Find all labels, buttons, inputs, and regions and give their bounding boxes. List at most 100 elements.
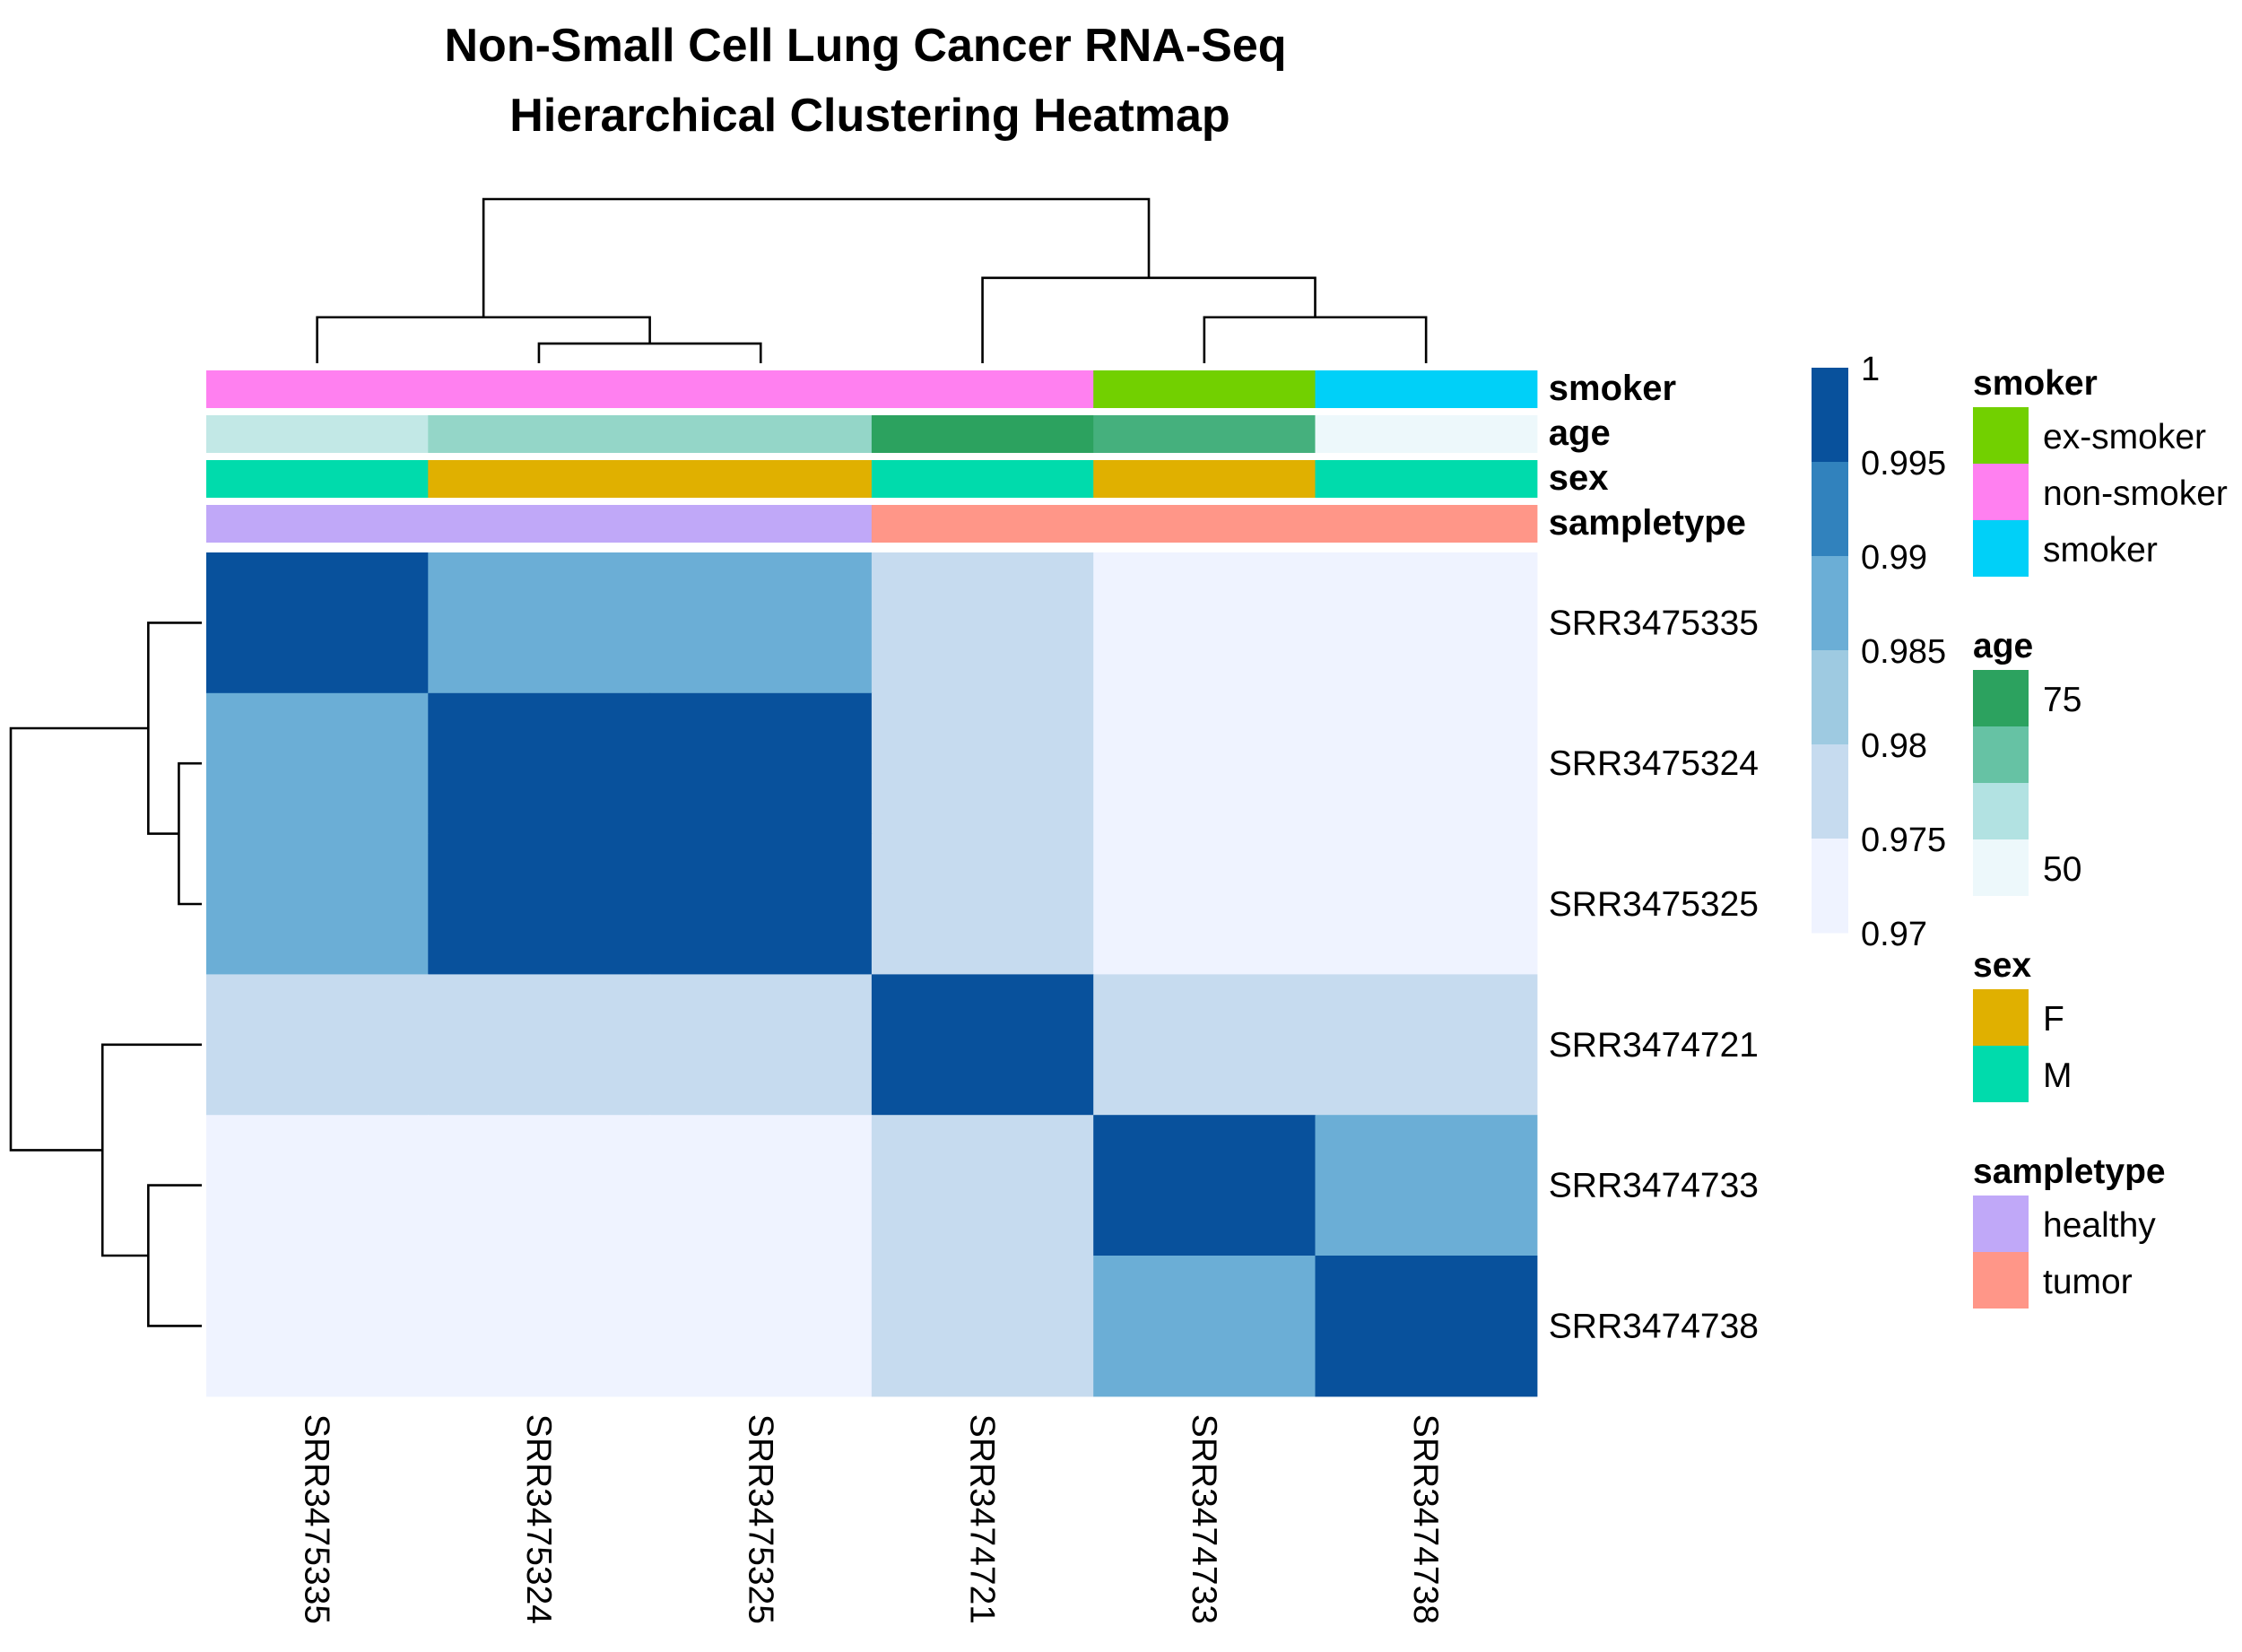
annotation-sex-cell-srr3474733 [1093,460,1317,498]
annotation-smoker-cell-srr3475325 [649,370,873,408]
legend-title-sex: sex [1973,946,2031,985]
row-dendrogram-branch-3 [147,1184,202,1327]
column-label-srr3475325: SRR3475325 [741,1414,779,1624]
color-scale-label-0-97: 0.97 [1861,916,1927,953]
color-scale-legend: 1 0.995 0.99 0.985 0.98 0.975 0.97 [1812,351,1946,953]
annotation-label-smoker: smoker [1549,369,1676,408]
legend-age-band-4 [1973,839,2029,896]
row-label-srr3475324: SRR3475324 [1549,744,1759,783]
legend-age-max: 75 [2043,681,2081,719]
annotation-sex-cell-srr3474738 [1315,460,1538,498]
heatmap-cell-srr3474738-srr3475335 [206,1256,429,1397]
color-scale-band-5 [1812,744,1848,839]
color-scale-band-4 [1812,650,1848,745]
annotation-sampletype-cell-srr3475324 [428,505,651,543]
chart-title: Non-Small Cell Lung Cancer RNA-Seq [445,20,1287,72]
column-dendrogram-branch-2 [316,316,651,363]
legend-title-age: age [1973,627,2033,665]
annotation-smoker-cell-srr3474721 [871,370,1094,408]
legend-swatch-smoker [1973,520,2029,577]
column-dendrogram-branch-1 [537,342,762,363]
heatmap-cell-srr3474733-srr3474721 [871,1115,1094,1256]
row-dendrogram-branch-4 [100,1043,202,1257]
heatmap-cell-srr3475324-srr3474733 [1093,692,1317,835]
annotation-sex-cell-srr3474721 [871,460,1094,498]
heatmap-cell-srr3474738-srr3474721 [871,1256,1094,1397]
annotation-label-sampletype: sampletype [1549,503,1746,543]
chart-subtitle: Hierarchical Clustering Heatmap [509,90,1230,142]
heatmap-cell-srr3474738-srr3474738 [1315,1256,1538,1397]
annotation-sampletype-cell-srr3474738 [1315,505,1538,543]
heatmap-cell-srr3474721-srr3474738 [1315,974,1538,1116]
color-scale-label-0-995: 0.995 [1861,445,1946,483]
color-scale-band-2 [1812,462,1848,557]
annotation-age-cell-srr3474721 [871,415,1094,453]
legend-age-band-3 [1973,783,2029,839]
annotation-age-cell-srr3474733 [1093,415,1317,453]
legend-swatch-non-smoker [1973,464,2029,520]
heatmap-cell-srr3474721-srr3475324 [428,974,651,1116]
column-dendrogram-branch-4 [981,276,1317,363]
row-dendrogram-branch-2 [147,622,202,835]
column-label-srr3475324: SRR3475324 [519,1414,558,1624]
heatmap-cell-srr3474733-srr3474738 [1315,1115,1538,1256]
heatmap-cell-srr3475324-srr3475325 [649,692,873,835]
legend-swatch-f [1973,989,2029,1046]
column-dendrogram-branch-3 [1203,316,1428,363]
row-label-srr3475325: SRR3475325 [1549,885,1759,924]
annotation-smoker-cell-srr3474733 [1093,370,1317,408]
annotation-sex-cell-srr3475335 [206,460,429,498]
annotation-sampletype-cell-srr3475335 [206,505,429,543]
annotation-smoker-cell-srr3474738 [1315,370,1538,408]
legend-label-healthy: healthy [2043,1206,2156,1245]
heatmap-cell-srr3474721-srr3475325 [649,974,873,1116]
heatmap-cell-srr3475325-srr3475324 [428,833,651,975]
annotation-label-sex: sex [1549,458,1609,498]
column-dendrogram-branch-5 [482,197,1151,317]
color-scale-band-6 [1812,839,1848,934]
heatmap-cell-srr3474738-srr3475324 [428,1256,651,1397]
annotation-sex-cell-srr3475324 [428,460,651,498]
heatmap-cell-srr3475325-srr3474721 [871,833,1094,975]
row-label-srr3474721: SRR3474721 [1549,1026,1759,1065]
heatmap-cell-srr3475324-srr3475335 [206,692,429,835]
legend-title-sampletype: sampletype [1973,1152,2166,1191]
annotation-tracks: smoker age sex sampletype [206,369,1746,543]
color-scale-label-1: 1 [1861,351,1880,388]
legend-label-ex-smoker: ex-smoker [2043,418,2206,456]
heatmap-cell-srr3474721-srr3474721 [871,974,1094,1116]
heatmap-cell-srr3474738-srr3474733 [1093,1256,1317,1397]
heatmap-cell-srr3475324-srr3474721 [871,692,1094,835]
row-label-srr3474738: SRR3474738 [1549,1307,1759,1345]
heatmap-cell-srr3474733-srr3475325 [649,1115,873,1256]
annotation-smoker-cell-srr3475324 [428,370,651,408]
row-dendrogram-branch-5 [9,726,149,1152]
heatmap-cell-srr3474721-srr3475335 [206,974,429,1116]
heatmap-cell-srr3475325-srr3475335 [206,833,429,975]
column-dendrogram [316,197,1428,363]
annotation-label-age: age [1549,413,1611,453]
annotation-age-cell-srr3475324 [428,415,651,453]
row-label-srr3474733: SRR3474733 [1549,1167,1759,1205]
legend-label-smoker: smoker [2043,531,2158,570]
legend-label-f: F [2043,1000,2064,1039]
heatmap-cell-srr3475324-srr3475324 [428,692,651,835]
color-scale-label-0-99: 0.99 [1861,539,1927,577]
legend-swatch-tumor [1973,1252,2029,1309]
color-scale-label-0-985: 0.985 [1861,633,1946,671]
column-label-srr3474721: SRR3474721 [963,1414,1002,1624]
heatmap-cell-srr3475325-srr3475325 [649,833,873,975]
heatmap-cell-srr3475325-srr3474733 [1093,833,1317,975]
heatmap-cell-srr3475325-srr3474738 [1315,833,1538,975]
annotation-age-cell-srr3474738 [1315,415,1538,453]
row-dendrogram-branch-1 [178,761,202,906]
row-label-srr3475335: SRR3475335 [1549,604,1759,642]
column-label-srr3474738: SRR3474738 [1406,1414,1445,1624]
annotation-age-cell-srr3475335 [206,415,429,453]
color-scale-band-1 [1812,368,1848,463]
color-scale-label-0-98: 0.98 [1861,727,1927,765]
heatmap-cell-srr3474721-srr3474733 [1093,974,1317,1116]
annotation-legends: smoker ex-smoker non-smoker smoker age 75 50 se… [1973,364,2228,1309]
heatmap-cell-srr3474733-srr3475324 [428,1115,651,1256]
